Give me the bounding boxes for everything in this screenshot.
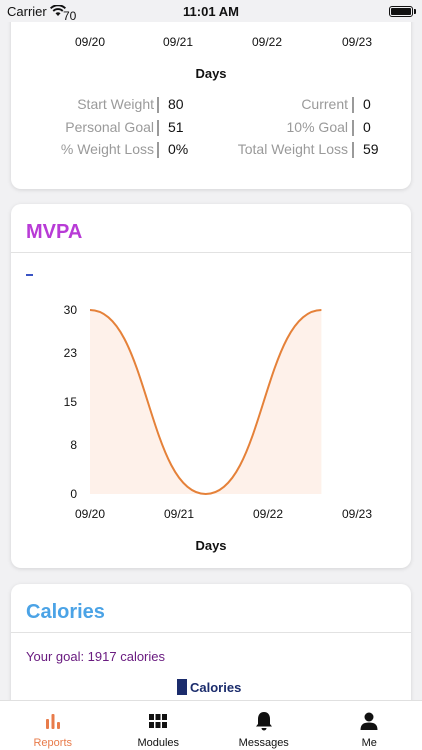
calories-legend-label: Calories <box>190 679 242 695</box>
weight-loss-pct-label: % Weight Loss <box>60 141 154 157</box>
weight-x-axis-title: Days <box>195 66 227 81</box>
tab-messages[interactable]: Messages <box>211 701 317 750</box>
mvpa-divider <box>11 252 411 253</box>
stat-separator <box>352 97 354 113</box>
stats-row: Start Weight 80 Current 0 <box>11 96 411 116</box>
personal-goal-label: Personal Goal <box>65 119 154 135</box>
battery-icon <box>389 6 413 17</box>
mvpa-title: MVPA <box>26 221 83 243</box>
mvpa-x-axis: 09/20 09/21 09/22 09/23 <box>11 507 411 523</box>
weight-card: 09/20 09/21 09/22 09/23 Days Start Weigh… <box>11 0 411 189</box>
battery-tip <box>414 9 416 14</box>
mvpa-x-axis-title: Days <box>195 538 227 553</box>
calories-legend-swatch <box>177 679 187 695</box>
stats-row: Personal Goal 51 10% Goal 0 <box>11 119 411 139</box>
mvpa-area-fill <box>90 310 322 494</box>
bell-icon <box>255 711 273 731</box>
weight-x-tick: 09/20 <box>74 35 106 49</box>
tab-label: Modules <box>137 737 180 749</box>
mvpa-line-series <box>89 309 322 496</box>
calories-legend: Calories <box>177 679 241 695</box>
mvpa-y-tick: 0 <box>70 487 77 501</box>
mvpa-card: MVPA 0 8 15 23 30 09/20 09/21 09/22 09/23 Days <box>11 204 411 568</box>
weight-loss-pct-value: 0% <box>168 141 189 157</box>
bar-chart-icon <box>44 711 62 731</box>
personal-goal-value: 51 <box>168 119 184 135</box>
weight-x-tick: 09/23 <box>341 35 373 49</box>
mvpa-y-tick: 8 <box>70 437 77 452</box>
ten-percent-goal-label: 10% Goal <box>286 119 348 135</box>
tab-me[interactable]: Me <box>317 701 422 750</box>
mvpa-x-tick: 09/22 <box>252 507 284 521</box>
tab-reports[interactable]: Reports <box>0 701 106 750</box>
stat-separator <box>157 142 159 158</box>
calories-title: Calories <box>26 601 105 623</box>
mvpa-y-tick: 30 <box>63 303 77 317</box>
stat-separator <box>352 120 354 136</box>
current-value: 0 <box>363 96 371 112</box>
stat-separator <box>157 97 159 113</box>
status-bar: Carrier 70 11:01 AM <box>0 0 422 23</box>
grid-icon <box>148 711 168 731</box>
status-time: 11:01 AM <box>183 4 239 19</box>
mvpa-x-tick: 09/21 <box>163 507 195 521</box>
start-weight-label: Start Weight <box>77 96 154 112</box>
mvpa-y-tick: 15 <box>63 395 77 409</box>
signal-number: 70 <box>63 9 77 23</box>
person-icon <box>360 711 378 731</box>
mvpa-x-tick: 09/20 <box>74 507 106 521</box>
mvpa-x-tick: 09/23 <box>341 507 373 521</box>
tab-bar: Reports Modules Messages Me <box>0 700 422 750</box>
mvpa-chart <box>89 309 322 496</box>
mvpa-legend-marker <box>26 274 33 276</box>
total-weight-loss-value: 59 <box>363 141 379 157</box>
carrier-label: Carrier <box>7 4 47 19</box>
tab-label: Messages <box>238 737 289 749</box>
weight-x-axis: 09/20 09/21 09/22 09/23 <box>11 35 411 51</box>
stat-separator <box>157 120 159 136</box>
wifi-icon <box>50 4 66 22</box>
stats-row: % Weight Loss 0% Total Weight Loss 59 <box>11 141 411 161</box>
calorie-goal-text: Your goal: 1917 calories <box>26 649 166 664</box>
total-weight-loss-label: Total Weight Loss <box>237 141 348 157</box>
calories-divider <box>11 632 411 633</box>
current-label: Current <box>301 96 348 112</box>
mvpa-y-tick: 23 <box>63 345 77 360</box>
weight-x-tick: 09/21 <box>162 35 194 49</box>
ten-percent-goal-value: 0 <box>363 119 371 135</box>
stat-separator <box>352 142 354 158</box>
tab-label: Reports <box>33 737 73 749</box>
weight-x-tick: 09/22 <box>251 35 283 49</box>
tab-label: Me <box>361 737 377 749</box>
start-weight-value: 80 <box>168 96 184 112</box>
tab-modules[interactable]: Modules <box>106 701 212 750</box>
